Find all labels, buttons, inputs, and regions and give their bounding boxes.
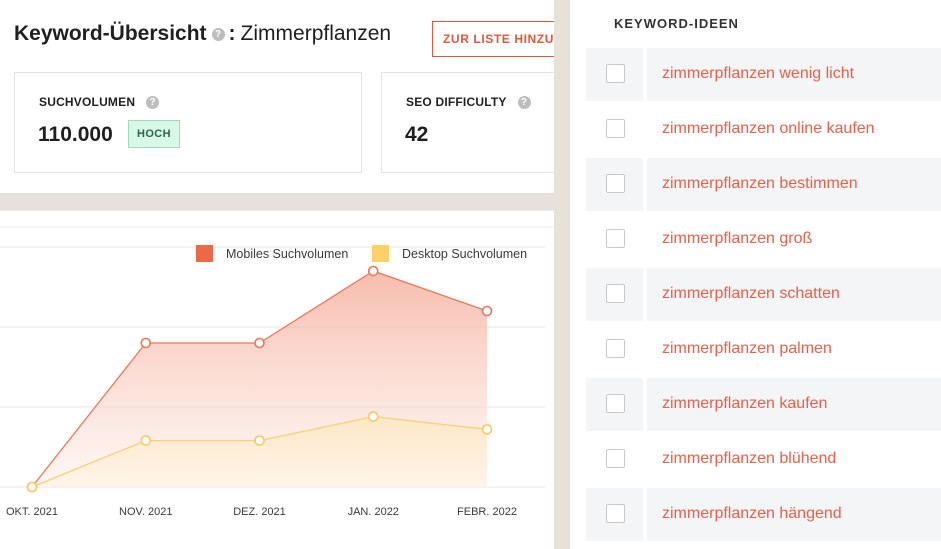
keyword-idea-link[interactable]: zimmerpflanzen blühend (662, 450, 837, 467)
legend-label: Desktop Suchvolumen (402, 247, 527, 261)
help-icon[interactable]: ? (517, 95, 531, 109)
keyword-checkbox[interactable] (606, 229, 625, 248)
checkbox-cell (586, 488, 643, 541)
keyword-idea-link[interactable]: zimmerpflanzen palmen (662, 340, 832, 357)
data-point (26, 481, 38, 493)
keyword-checkbox[interactable] (606, 394, 625, 413)
keyword-cell: zimmerpflanzen groß (647, 213, 941, 266)
keyword-cell: zimmerpflanzen schatten (647, 268, 941, 321)
keyword-checkbox[interactable] (606, 174, 625, 193)
page-title: Keyword-Übersicht (14, 22, 207, 45)
search-volume-label: SUCHVOLUMEN (39, 95, 136, 109)
search-volume-chart: OKT. 2021 NOV. 2021 DEZ. 2021 JAN. 2022 FEBR… (0, 210, 554, 549)
keyword-idea-row: zimmerpflanzen online kaufen (586, 103, 941, 156)
keyword-idea-link[interactable]: zimmerpflanzen wenig licht (662, 65, 855, 82)
seo-difficulty-label-row: SEO DIFFICULTY ? (406, 95, 535, 109)
x-tick-label: DEZ. 2021 (233, 506, 286, 518)
search-volume-card: SUCHVOLUMEN ? 110.000 HOCH (14, 72, 362, 173)
keyword-checkbox[interactable] (606, 284, 625, 303)
data-point (481, 305, 493, 317)
checkbox-cell (586, 48, 643, 101)
data-point (254, 435, 265, 446)
checkbox-cell (586, 323, 643, 376)
data-point (367, 411, 379, 422)
chart-svg: OKT. 2021 NOV. 2021 DEZ. 2021 JAN. 2022 FEBR… (0, 226, 554, 518)
page-title-row: Keyword-Übersicht ? : Zimmerpflanzen (14, 22, 391, 46)
seo-difficulty-label: SEO DIFFICULTY (406, 95, 507, 109)
keyword-idea-row: zimmerpflanzen schatten (586, 268, 941, 321)
seo-difficulty-value: 42 (405, 123, 429, 146)
keyword-idea-link[interactable]: zimmerpflanzen kaufen (662, 395, 828, 412)
data-point (140, 435, 152, 446)
x-tick-label: NOV. 2021 (119, 506, 172, 518)
keyword-checkbox[interactable] (606, 449, 625, 468)
checkbox-cell (586, 213, 643, 266)
keyword-idea-link[interactable]: zimmerpflanzen hängend (662, 505, 842, 522)
keyword-idea-link[interactable]: zimmerpflanzen bestimmen (662, 175, 858, 192)
keyword-idea-link[interactable]: zimmerpflanzen schatten (662, 285, 840, 302)
add-to-list-button[interactable]: ZUR LISTE HINZUFÜGEN (432, 21, 554, 57)
x-tick-label: FEBR. 2022 (457, 506, 517, 518)
keyword-cell: zimmerpflanzen online kaufen (647, 103, 941, 156)
keyword-checkbox[interactable] (606, 504, 625, 523)
data-point (140, 337, 152, 349)
data-point (254, 337, 265, 349)
search-volume-value: 110.000 (38, 123, 113, 146)
title-separator: : (228, 22, 236, 45)
keyword-title: Zimmerpflanzen (240, 22, 392, 45)
legend-label: Mobiles Suchvolumen (226, 247, 348, 261)
checkbox-cell (586, 158, 643, 211)
keyword-idea-link[interactable]: zimmerpflanzen online kaufen (662, 120, 875, 137)
series-area (32, 416, 487, 487)
search-volume-label-row: SUCHVOLUMEN ? (39, 95, 163, 109)
keyword-ideas-header: KEYWORD-IDEEN (614, 16, 739, 31)
keyword-idea-row: zimmerpflanzen palmen (586, 323, 941, 376)
keyword-cell: zimmerpflanzen hängend (647, 488, 941, 541)
legend-swatch (196, 245, 213, 262)
keyword-cell: zimmerpflanzen bestimmen (647, 158, 941, 211)
keyword-idea-link[interactable]: zimmerpflanzen groß (662, 230, 813, 247)
data-point (367, 265, 379, 277)
keyword-ideas-panel: KEYWORD-IDEEN zimmerpflanzen wenig licht… (570, 0, 941, 549)
seo-difficulty-card: SEO DIFFICULTY ? 42 (381, 72, 554, 173)
keyword-idea-row: zimmerpflanzen blühend (586, 433, 941, 486)
keyword-cell: zimmerpflanzen wenig licht (647, 48, 941, 101)
keyword-checkbox[interactable] (606, 119, 625, 138)
keyword-checkbox[interactable] (606, 339, 625, 358)
keyword-idea-row: zimmerpflanzen kaufen (586, 378, 941, 431)
checkbox-cell (586, 378, 643, 431)
legend-swatch (372, 245, 389, 262)
keyword-idea-row: zimmerpflanzen bestimmen (586, 158, 941, 211)
keyword-cell: zimmerpflanzen palmen (647, 323, 941, 376)
data-point (481, 424, 493, 435)
x-tick-label: JAN. 2022 (348, 506, 399, 518)
checkbox-cell (586, 433, 643, 486)
keyword-cell: zimmerpflanzen kaufen (647, 378, 941, 431)
volume-level-badge: HOCH (128, 120, 180, 148)
checkbox-cell (586, 103, 643, 156)
keyword-idea-row: zimmerpflanzen wenig licht (586, 48, 941, 101)
x-tick-label: OKT. 2021 (6, 506, 58, 518)
keyword-overview-card: Keyword-Übersicht ? : Zimmerpflanzen ZUR… (0, 0, 554, 193)
help-icon[interactable]: ? (211, 27, 225, 41)
keyword-cell: zimmerpflanzen blühend (647, 433, 941, 486)
keyword-idea-row: zimmerpflanzen hängend (586, 488, 941, 541)
keyword-idea-row: zimmerpflanzen groß (586, 213, 941, 266)
help-icon[interactable]: ? (146, 95, 160, 109)
checkbox-cell (586, 268, 643, 321)
keyword-checkbox[interactable] (606, 64, 625, 83)
